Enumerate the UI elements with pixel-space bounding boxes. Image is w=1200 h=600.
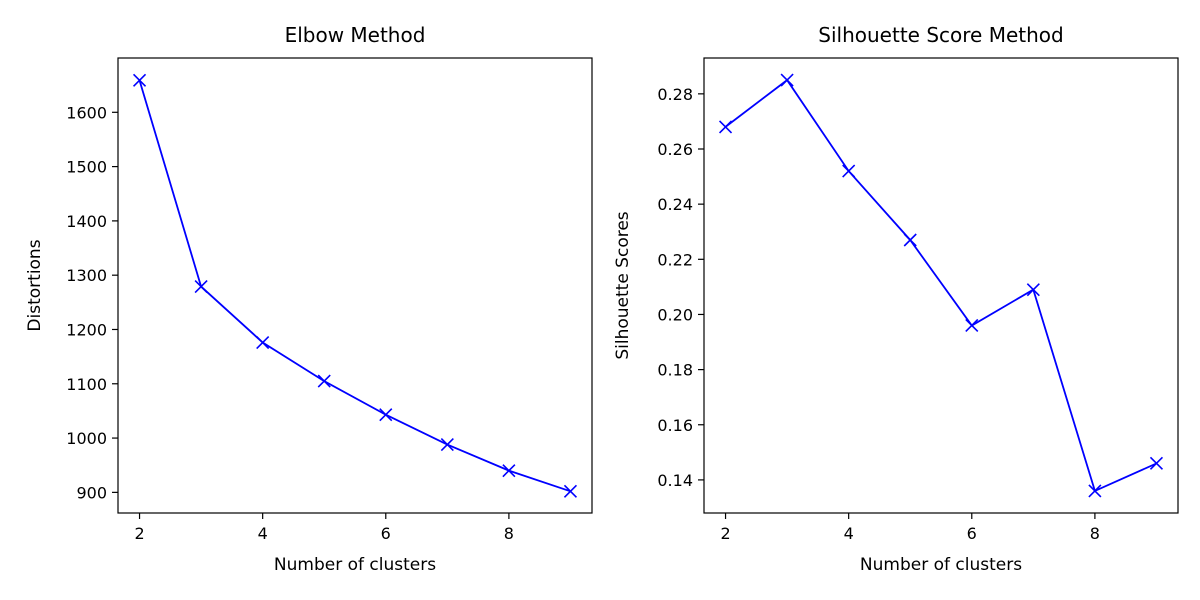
elbow-data-point (256, 335, 270, 350)
elbow-data-point (317, 374, 331, 388)
silhouette-y-tick-label: 0.20 (657, 305, 693, 324)
silhouette-panel: 2 4 6 8 0.14 0.16 0.18 0.20 0.22 0.24 0.26 0.28 Silh… (613, 23, 1179, 575)
elbow-data-point (502, 464, 516, 478)
silhouette-series-line (724, 78, 1157, 493)
silhouette-data-point (903, 233, 917, 247)
silhouette-data-point (965, 318, 979, 333)
elbow-x-tick-label: 6 (381, 524, 391, 543)
silhouette-y-axis-label: Silhouette Scores (613, 211, 633, 359)
silhouette-y-tick-label: 0.14 (657, 471, 693, 490)
silhouette-title: Silhouette Score Method (818, 23, 1063, 47)
silhouette-y-tick-label: 0.22 (657, 250, 693, 269)
silhouette-data-point (1026, 283, 1040, 297)
elbow-data-point (563, 484, 578, 498)
silhouette-x-tick-label: 2 (720, 524, 730, 543)
elbow-y-tick-label: 1200 (66, 320, 107, 339)
elbow-x-tick-label: 2 (134, 524, 144, 543)
silhouette-data-point (1149, 456, 1164, 470)
elbow-panel: 2 4 6 8 900 1000 1100 1200 1300 1400 1500 1600 Elbow… (25, 23, 593, 575)
elbow-data-point (379, 408, 393, 422)
elbow-data-point (440, 438, 454, 452)
silhouette-x-tick-label: 6 (967, 524, 977, 543)
elbow-data-point (132, 73, 147, 87)
elbow-y-tick-label: 1400 (66, 212, 107, 231)
elbow-y-axis-label: Distortions (25, 239, 45, 331)
silhouette-x-tick-label: 4 (844, 524, 854, 543)
elbow-series-line (138, 80, 571, 493)
elbow-y-tick-label: 900 (76, 483, 107, 502)
elbow-y-tick-label: 1600 (66, 103, 107, 122)
elbow-title: Elbow Method (285, 23, 426, 47)
elbow-axes-frame (117, 57, 593, 514)
elbow-y-tick-label: 1300 (66, 266, 107, 285)
silhouette-data-point (780, 73, 794, 87)
silhouette-data-point (718, 120, 733, 134)
elbow-x-tick-label: 8 (504, 524, 514, 543)
silhouette-y-tick-label: 0.16 (657, 416, 693, 435)
silhouette-y-tick-label: 0.26 (657, 140, 693, 159)
silhouette-y-tick-label: 0.24 (657, 195, 693, 214)
elbow-x-tick-label: 4 (258, 524, 268, 543)
elbow-y-tick-label: 1100 (66, 375, 107, 394)
silhouette-data-point (1088, 484, 1102, 498)
silhouette-y-tick-label: 0.28 (657, 85, 693, 104)
elbow-data-point (194, 280, 208, 294)
elbow-y-tick-label: 1500 (66, 158, 107, 177)
elbow-y-tick-label: 1000 (66, 429, 107, 448)
silhouette-x-axis-label: Number of clusters (860, 555, 1022, 575)
silhouette-axes-frame (703, 57, 1179, 514)
silhouette-y-tick-label: 0.18 (657, 361, 693, 380)
silhouette-data-point (842, 164, 856, 178)
silhouette-x-tick-label: 8 (1090, 524, 1100, 543)
elbow-x-axis-label: Number of clusters (274, 555, 436, 575)
